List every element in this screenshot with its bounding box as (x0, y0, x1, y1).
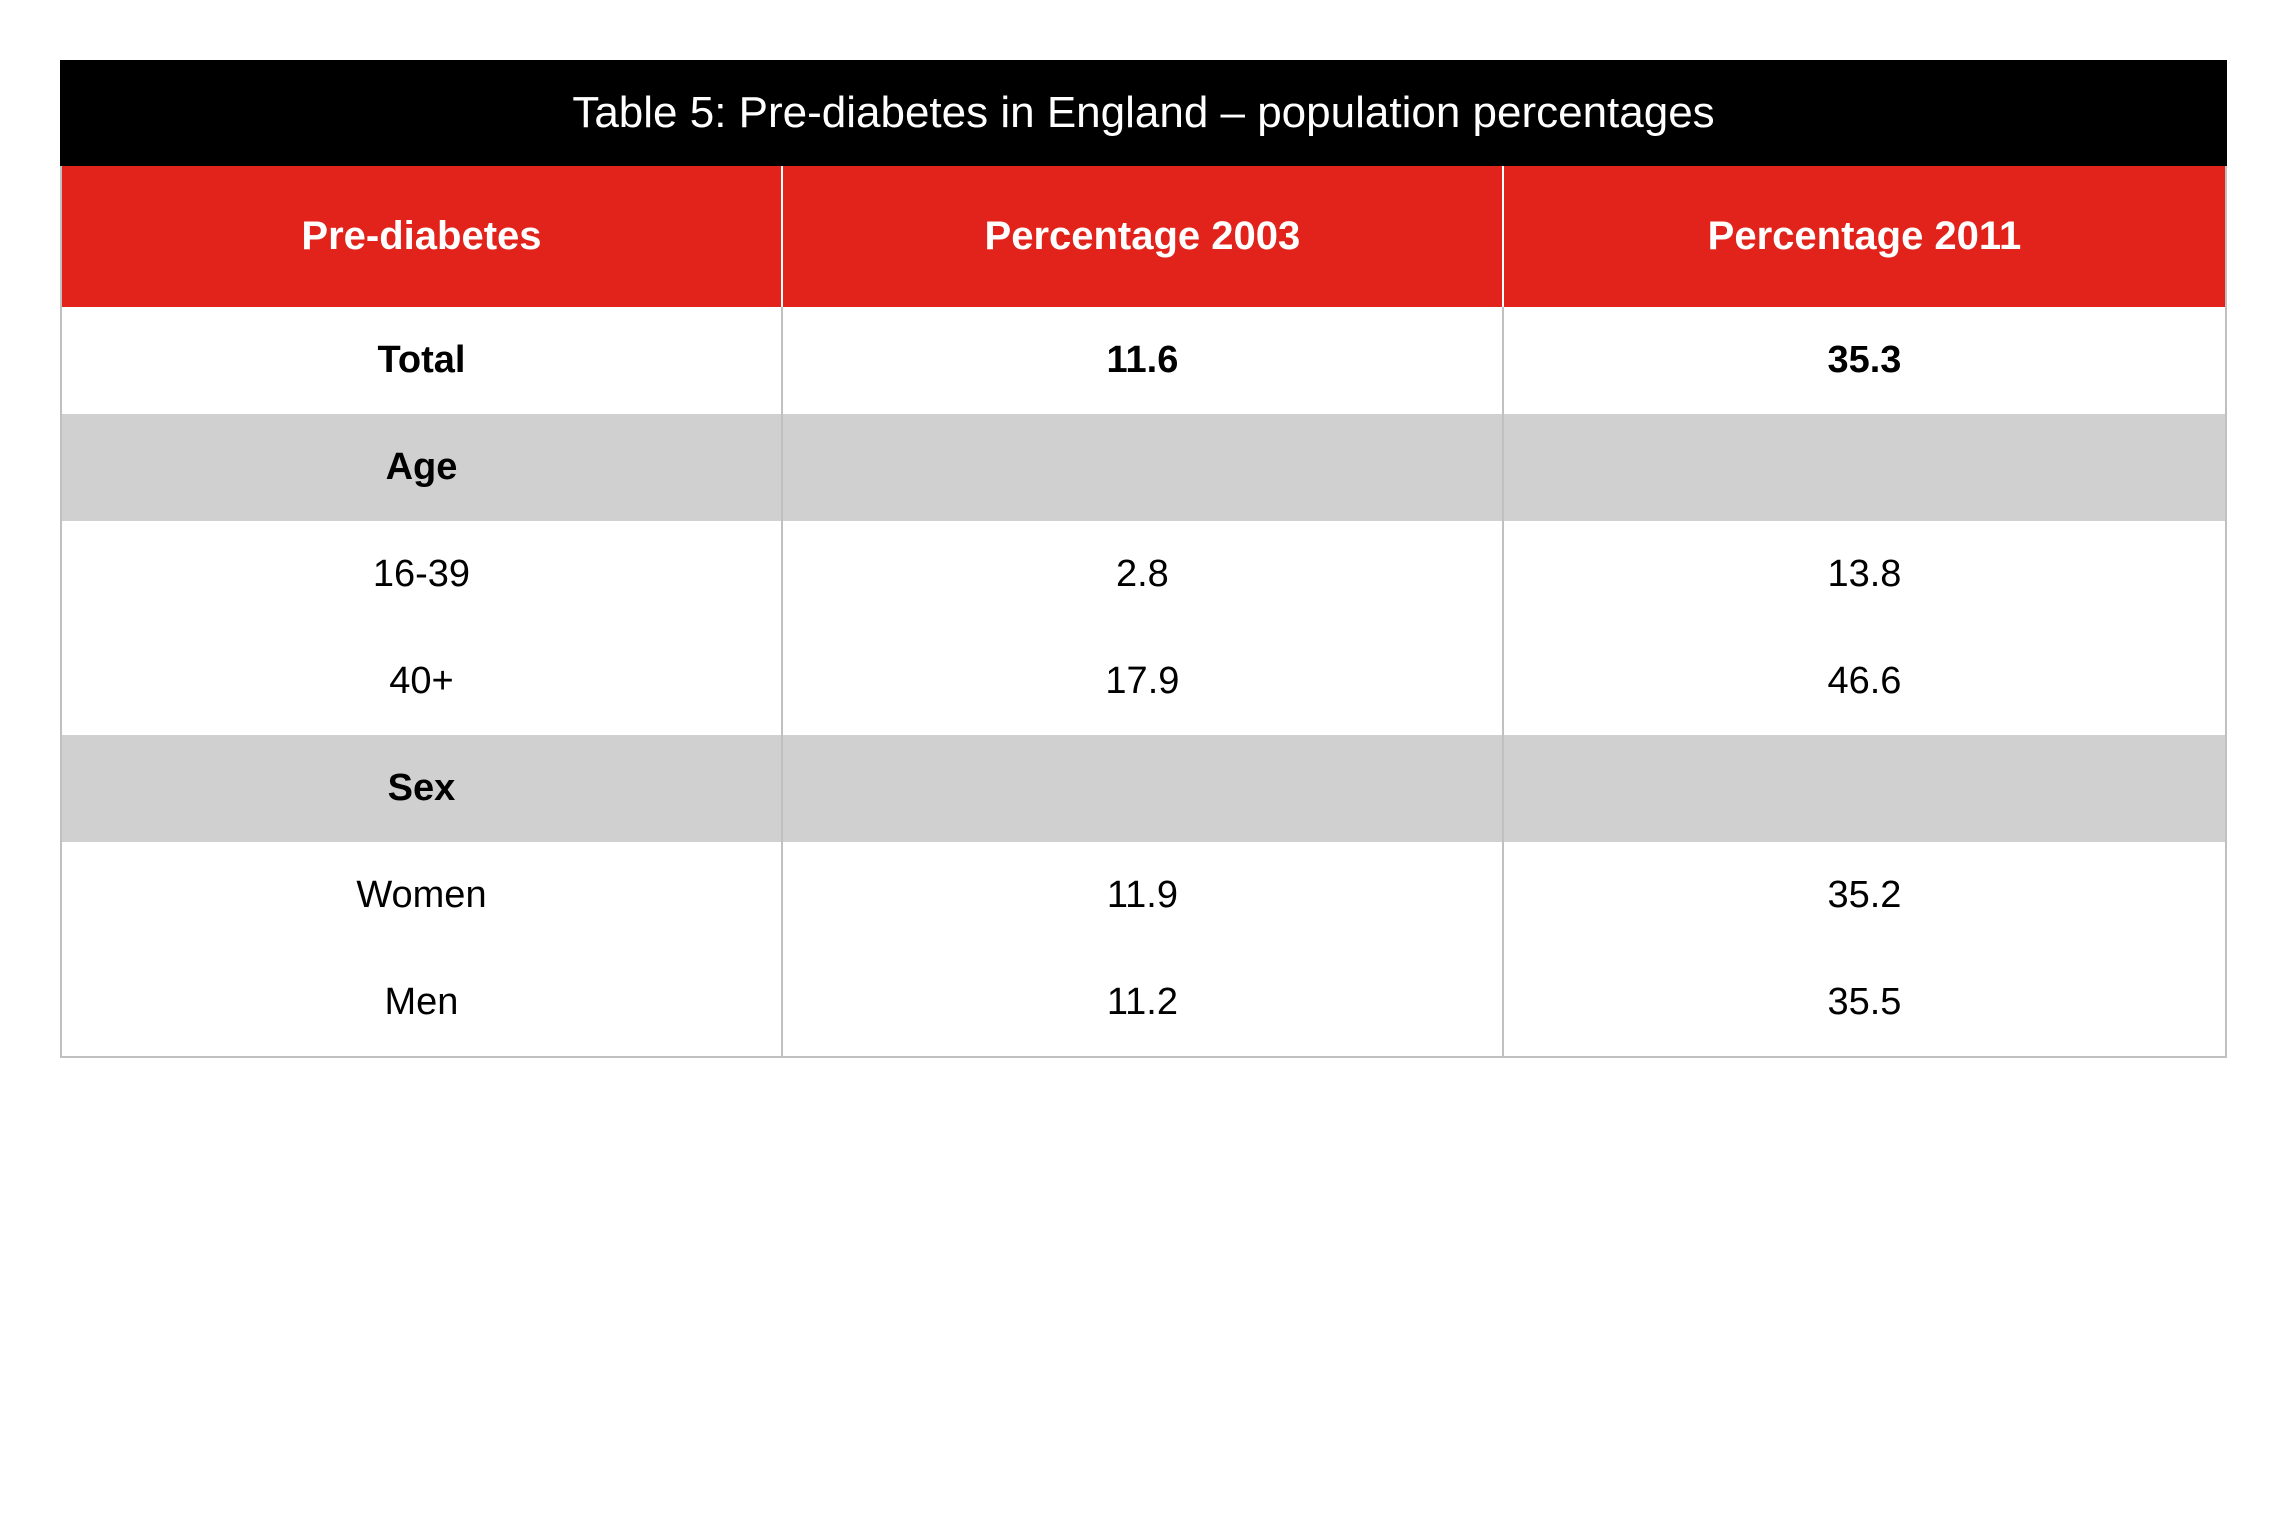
table-cell: 11.6 (782, 307, 1503, 414)
table-row: Men 11.2 35.5 (61, 949, 2226, 1057)
table-row: Total 11.6 35.3 (61, 307, 2226, 414)
table-cell (1503, 414, 2226, 521)
table-cell: 35.5 (1503, 949, 2226, 1057)
table-cell: Women (61, 842, 782, 949)
table-cell: Sex (61, 735, 782, 842)
table-cell: Men (61, 949, 782, 1057)
table-cell: 11.9 (782, 842, 1503, 949)
table-cell: 46.6 (1503, 628, 2226, 735)
table-cell (782, 414, 1503, 521)
table-cell: 11.2 (782, 949, 1503, 1057)
column-header: Pre-diabetes (61, 166, 782, 307)
table-cell: 17.9 (782, 628, 1503, 735)
table-row: 16-39 2.8 13.8 (61, 521, 2226, 628)
table-row: 40+ 17.9 46.6 (61, 628, 2226, 735)
table-container: Table 5: Pre-diabetes in England – popul… (60, 60, 2227, 1058)
column-header: Percentage 2011 (1503, 166, 2226, 307)
table-cell (782, 735, 1503, 842)
data-table: Pre-diabetes Percentage 2003 Percentage … (60, 166, 2227, 1058)
table-row: Women 11.9 35.2 (61, 842, 2226, 949)
table-cell (1503, 735, 2226, 842)
table-header-row: Pre-diabetes Percentage 2003 Percentage … (61, 166, 2226, 307)
table-cell: 2.8 (782, 521, 1503, 628)
table-section-row: Sex (61, 735, 2226, 842)
table-cell: 13.8 (1503, 521, 2226, 628)
table-cell: 35.2 (1503, 842, 2226, 949)
table-section-row: Age (61, 414, 2226, 521)
table-cell: 16-39 (61, 521, 782, 628)
table-title: Table 5: Pre-diabetes in England – popul… (60, 60, 2227, 166)
table-cell: 40+ (61, 628, 782, 735)
table-cell: 35.3 (1503, 307, 2226, 414)
table-cell: Age (61, 414, 782, 521)
table-cell: Total (61, 307, 782, 414)
column-header: Percentage 2003 (782, 166, 1503, 307)
